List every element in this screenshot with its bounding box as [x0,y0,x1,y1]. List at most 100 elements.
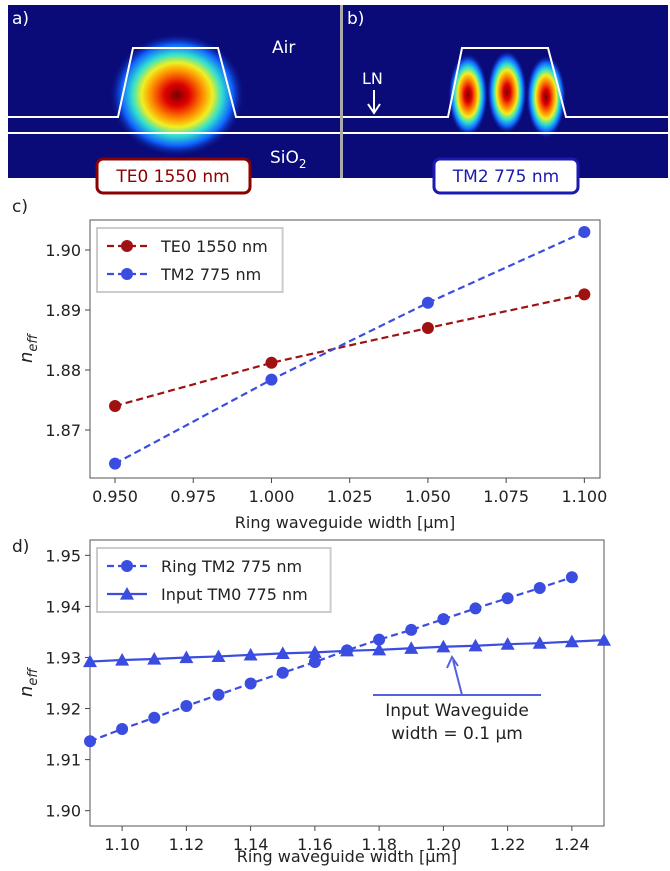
data-point [244,677,257,690]
y-axis-label-sub: eff [26,667,41,686]
region-label: LN [362,69,383,88]
x-tick-label: 1.22 [490,835,526,854]
legend-marker [121,560,133,572]
panel-label: b) [347,9,364,29]
plot-frame [89,219,601,479]
data-point [276,666,289,679]
mode-label: TM2 775 nm [452,167,559,187]
panel-label: d) [12,537,29,557]
legend-marker [121,240,133,252]
legend-marker [121,268,133,280]
data-point [421,322,434,334]
data-point [501,592,514,605]
region-label-sub: 2 [299,157,307,171]
x-axis-label: Ring waveguide width [µm] [235,513,455,532]
data-point [148,711,161,724]
data-point [500,637,515,650]
x-tick-label: 1.20 [426,835,462,854]
y-tick-label: 1.92 [45,700,81,719]
data-point [109,457,122,470]
y-axis-label-base: n [16,686,37,697]
data-point [308,656,321,669]
y-tick-label: 1.90 [45,241,81,260]
data-point [405,623,418,636]
panel-label: c) [12,197,28,217]
x-axis-label: Ring waveguide width [µm] [237,847,457,866]
y-tick-label: 1.87 [45,421,81,440]
data-point [147,651,162,665]
x-tick-label: 1.025 [327,487,373,506]
data-point [211,649,226,663]
legend-box [96,227,284,293]
x-tick-label: 1.14 [233,835,269,854]
x-tick-label: 0.950 [92,487,138,506]
x-tick-label: 1.18 [361,835,397,854]
data-point [265,356,278,369]
data-point [212,688,225,701]
data-point [437,613,450,626]
x-tick-label: 1.12 [169,835,205,854]
data-point [116,722,129,735]
legend-marker [120,587,134,600]
y-tick-label: 1.94 [45,597,81,616]
legend-label: Input TM0 775 nm [161,585,308,604]
x-tick-label: 0.975 [170,487,216,506]
x-tick-label: 1.075 [483,487,529,506]
ln-arrow [367,90,381,115]
y-axis-label-base: n [16,352,37,363]
data-point [533,582,546,595]
x-tick-label: 1.100 [561,487,607,506]
data-point [372,642,387,656]
data-point [578,226,591,238]
mode-tm2-lobe [448,53,488,137]
legend-label: TM2 775 nm [160,265,261,284]
x-tick-label: 1.050 [405,487,451,506]
y-axis-label-sub: eff [26,333,41,352]
data-point [243,647,258,661]
region-label: Air [272,38,295,58]
data-point [265,373,278,386]
region-label: SiO2 [270,148,307,171]
y-tick-label: 1.93 [45,648,81,667]
mode-te0 [109,33,245,157]
y-tick-label: 1.91 [45,751,81,770]
data-point [404,641,419,654]
plot-frame [89,539,605,827]
region-label-base: SiO [270,148,299,168]
mode-panels: a) b) Air LN SiO2 TE0 1550 nm TM2 775 nm [8,5,668,195]
x-tick-label: 1.000 [249,487,295,506]
y-tick-label: 1.95 [45,546,81,565]
y-tick-label: 1.90 [45,802,81,821]
data-point [436,639,451,653]
panel-label: a) [12,9,29,29]
waveguide-outline [343,47,668,118]
data-point [340,643,354,657]
data-point [179,650,194,664]
data-point [469,602,482,615]
x-tick-label: 1.24 [554,835,590,854]
data-point [275,646,290,659]
mode-tm2-lobe [487,50,527,134]
x-tick-label: 1.10 [104,835,140,854]
mode-label-box [95,157,252,195]
data-point [564,634,579,648]
annotation-arrow [446,654,463,696]
y-tick-label: 1.89 [45,301,81,320]
panel-divider [340,5,343,178]
data-point [597,633,611,646]
annotation: width = 0.1 µm [391,724,523,744]
mode-label: TE0 1550 nm [115,167,229,187]
data-point [109,400,122,412]
series-line [114,293,585,408]
data-point [373,633,386,646]
data-point [565,571,578,584]
data-point [180,699,193,712]
data-point [84,735,96,748]
series-line [114,230,585,465]
data-point [115,653,130,666]
y-tick-label: 1.88 [45,361,81,380]
y-axis-label: neff [16,333,41,363]
waveguide-outline [8,47,340,118]
data-point [578,288,591,301]
